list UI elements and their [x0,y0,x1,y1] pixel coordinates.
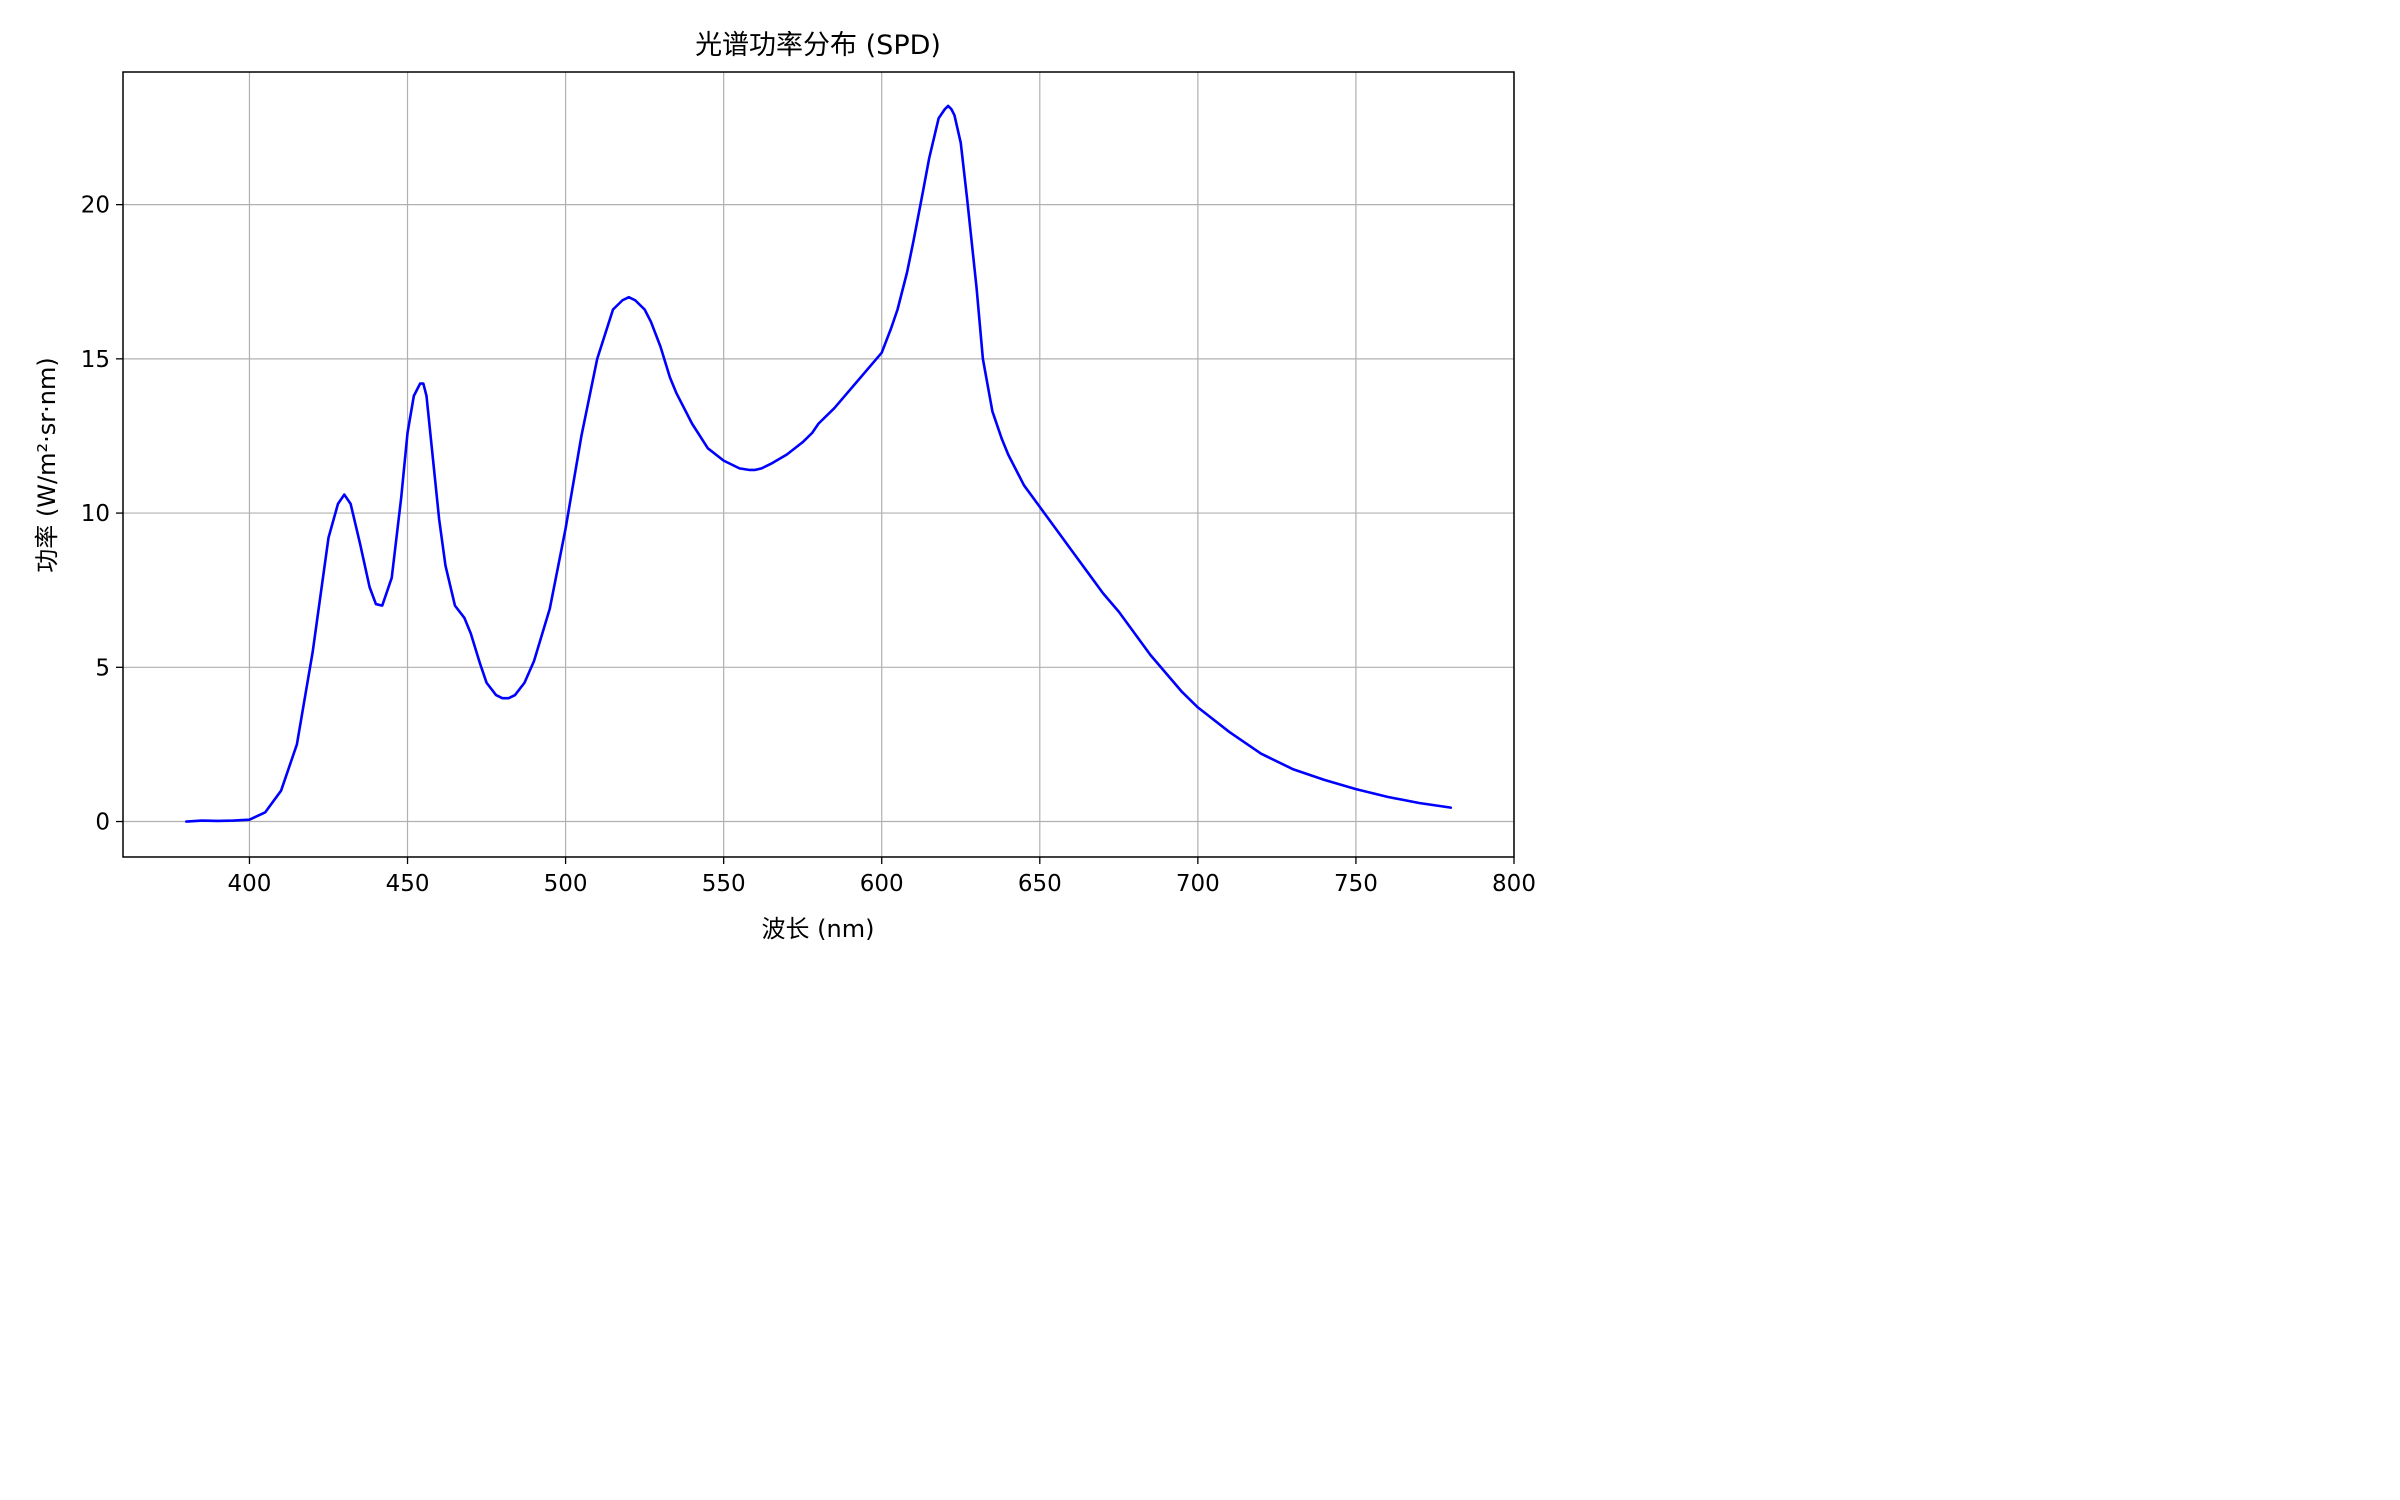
x-tick-label: 550 [702,871,746,897]
y-axis-title: 功率 (W/m²·sr·nm) [33,357,61,572]
x-tick-label: 400 [228,871,272,897]
x-tick-label: 450 [386,871,430,897]
figure-background [0,0,1567,979]
spd-chart: 400 450 500 550 600 650 700 750 800 0 5 10 15 20 光谱功… [0,0,1567,979]
x-tick-label: 600 [860,871,904,897]
y-tick-label: 10 [81,501,110,527]
chart-title: 光谱功率分布 (SPD) [695,30,941,61]
y-tick-label: 15 [81,347,110,373]
plot-area [184,104,1453,823]
x-axis: 400 450 500 550 600 650 700 750 800 [228,857,1536,897]
x-tick-label: 750 [1334,871,1378,897]
x-tick-label: 500 [544,871,588,897]
grid [123,72,1515,857]
y-axis: 0 5 10 15 20 [81,193,123,836]
spd-series-line [184,104,1453,823]
y-tick-label: 5 [95,655,110,681]
x-tick-label: 800 [1492,871,1536,897]
y-tick-label: 20 [81,193,110,219]
x-tick-label: 650 [1018,871,1062,897]
x-axis-title: 波长 (nm) [762,915,875,943]
y-tick-label: 0 [95,810,110,836]
x-tick-label: 700 [1176,871,1220,897]
plot-frame [122,71,1515,858]
